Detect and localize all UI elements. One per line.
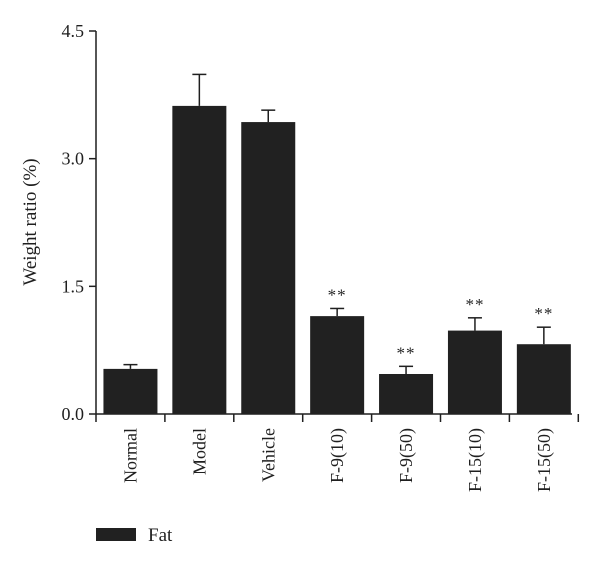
y-tick-label: 1.5	[62, 276, 85, 296]
significance-label: **	[534, 304, 553, 323]
x-tick-label: Model	[189, 428, 209, 475]
y-tick-label: 3.0	[62, 149, 85, 169]
x-tick-label: F-9(10)	[327, 428, 348, 483]
bar	[516, 344, 571, 414]
significance-label: **	[397, 343, 416, 362]
legend: Fat	[96, 525, 173, 546]
significance-label: **	[328, 285, 347, 304]
x-tick-label: Vehicle	[258, 428, 278, 482]
y-axis-label: Weight ratio (%)	[20, 158, 41, 285]
bar	[447, 330, 502, 414]
significance-label: **	[465, 295, 484, 314]
legend-label-fat: Fat	[148, 525, 173, 546]
y-tick-label: 4.5	[62, 21, 85, 41]
bar	[103, 368, 158, 414]
bar	[241, 122, 296, 415]
bar	[379, 373, 434, 414]
x-tick-label: Normal	[120, 428, 140, 483]
labels: 0.0 1.5 3.0 4.5 Normal Model Vehicle ** F-9(10) *…	[62, 21, 555, 492]
y-tick-label: 0.0	[62, 404, 85, 424]
x-tick-label: F-9(50)	[396, 428, 417, 483]
x-tick-label: F-15(50)	[534, 428, 555, 492]
x-tick-label: F-15(10)	[465, 428, 486, 492]
bars	[103, 73, 571, 415]
legend-swatch-fat	[96, 528, 136, 541]
bar	[310, 316, 365, 414]
bar	[172, 105, 227, 415]
